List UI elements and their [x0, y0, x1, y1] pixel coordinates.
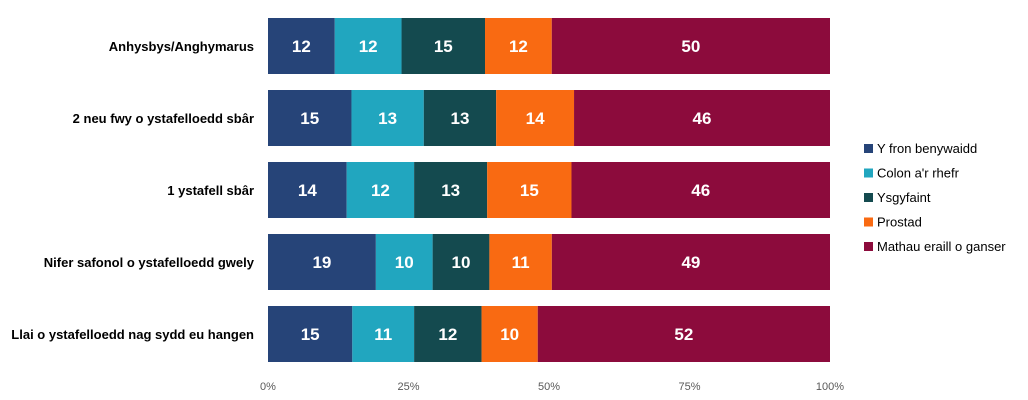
data-label: 15: [520, 181, 539, 200]
bars-group: 12 12 15 12 50 15 13 13 14 46 14 12 13 15 46 19 10 10 11 49…: [268, 18, 830, 362]
data-label: 15: [434, 37, 453, 56]
data-label: 15: [301, 325, 320, 344]
bar-segment: [487, 162, 572, 218]
bar-segment: [401, 18, 486, 74]
bar-segment: [496, 90, 575, 146]
bar-segment: [414, 306, 482, 362]
x-tick-label: 0%: [260, 381, 276, 393]
x-axis-ticks: 0% 25% 50% 75% 100%: [260, 381, 844, 393]
legend-label: Ysgyfaint: [877, 190, 931, 205]
bar-segment: [489, 234, 552, 290]
data-label: 46: [691, 181, 710, 200]
bar-segment: [352, 306, 415, 362]
bar-segment: [375, 234, 433, 290]
data-label: 14: [298, 181, 317, 200]
bar-segment: [551, 234, 830, 290]
data-label: 13: [441, 181, 460, 200]
data-label: 50: [681, 37, 700, 56]
data-label: 12: [438, 325, 457, 344]
x-tick-label: 25%: [397, 381, 419, 393]
bar-segment: [537, 306, 830, 362]
category-label: Llai o ystafelloedd nag sydd eu hangen: [11, 327, 254, 342]
bar-segment: [268, 90, 352, 146]
data-label: 14: [526, 109, 545, 128]
legend-swatch: [864, 217, 873, 227]
category-labels: Anhysbys/Anghymarus 2 neu fwy o ystafello…: [11, 39, 254, 342]
category-label: 2 neu fwy o ystafelloedd sbâr: [73, 111, 254, 126]
data-label: 10: [395, 253, 414, 272]
x-tick-label: 100%: [816, 381, 844, 393]
bar-segment: [481, 306, 538, 362]
bar-segment: [346, 162, 415, 218]
bar-segment: [432, 234, 490, 290]
legend-label: Mathau eraill o ganser: [877, 239, 1006, 254]
data-label: 12: [371, 181, 390, 200]
category-label: 1 ystafell sbâr: [167, 183, 254, 198]
x-tick-label: 75%: [678, 381, 700, 393]
legend-swatch: [864, 168, 873, 178]
bar-segment: [268, 18, 335, 74]
data-label: 46: [693, 109, 712, 128]
x-tick-label: 50%: [538, 381, 560, 393]
bar-segment: [268, 162, 347, 218]
data-label: 12: [509, 37, 528, 56]
legend-swatch: [864, 144, 873, 153]
legend: Y fron benywaidd Colon a'r rhefr Ysgyfaint…: [864, 141, 1006, 254]
data-label: 52: [674, 325, 693, 344]
data-label: 12: [292, 37, 311, 56]
data-label: 10: [500, 325, 519, 344]
bar-segment: [574, 90, 830, 146]
bar-segment: [571, 162, 830, 218]
data-label: 19: [312, 253, 331, 272]
bar-segment: [351, 90, 424, 146]
bar-segment: [414, 162, 488, 218]
bar-segment: [268, 306, 353, 362]
bar-segment: [423, 90, 497, 146]
data-label: 13: [451, 109, 470, 128]
data-label: 49: [681, 253, 700, 272]
bar-segment: [485, 18, 552, 74]
data-label: 11: [374, 325, 392, 344]
category-label: Anhysbys/Anghymarus: [109, 39, 254, 54]
data-label: 12: [359, 37, 378, 56]
bar-segment: [334, 18, 402, 74]
bar-segment: [551, 18, 830, 74]
data-label: 11: [512, 253, 530, 272]
data-label: 15: [300, 109, 319, 128]
bar-segment: [268, 234, 376, 290]
data-label: 13: [378, 109, 397, 128]
data-label: 10: [452, 253, 471, 272]
legend-swatch: [864, 242, 873, 251]
legend-swatch: [864, 193, 873, 202]
legend-label: Y fron benywaidd: [877, 141, 977, 156]
legend-label: Prostad: [877, 215, 922, 230]
category-label: Nifer safonol o ystafelloedd gwely: [44, 255, 255, 270]
legend-label: Colon a'r rhefr: [877, 166, 960, 181]
